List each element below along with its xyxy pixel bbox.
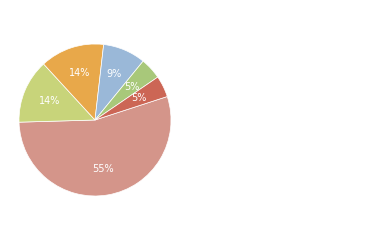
Text: 9%: 9% (107, 70, 122, 79)
Wedge shape (19, 96, 171, 196)
Wedge shape (95, 77, 167, 120)
Wedge shape (44, 44, 104, 120)
Legend: Mined from GenBank, NCBI [12], Smithsonian Institution [3], Centre for Biodivers: Mined from GenBank, NCBI [12], Smithsoni… (195, 5, 366, 120)
Wedge shape (19, 64, 95, 122)
Text: 14%: 14% (69, 68, 90, 78)
Text: 55%: 55% (93, 164, 114, 174)
Wedge shape (95, 44, 143, 120)
Wedge shape (95, 61, 158, 120)
Text: 5%: 5% (131, 93, 147, 103)
Text: 14%: 14% (39, 96, 60, 106)
Text: 5%: 5% (124, 82, 139, 92)
